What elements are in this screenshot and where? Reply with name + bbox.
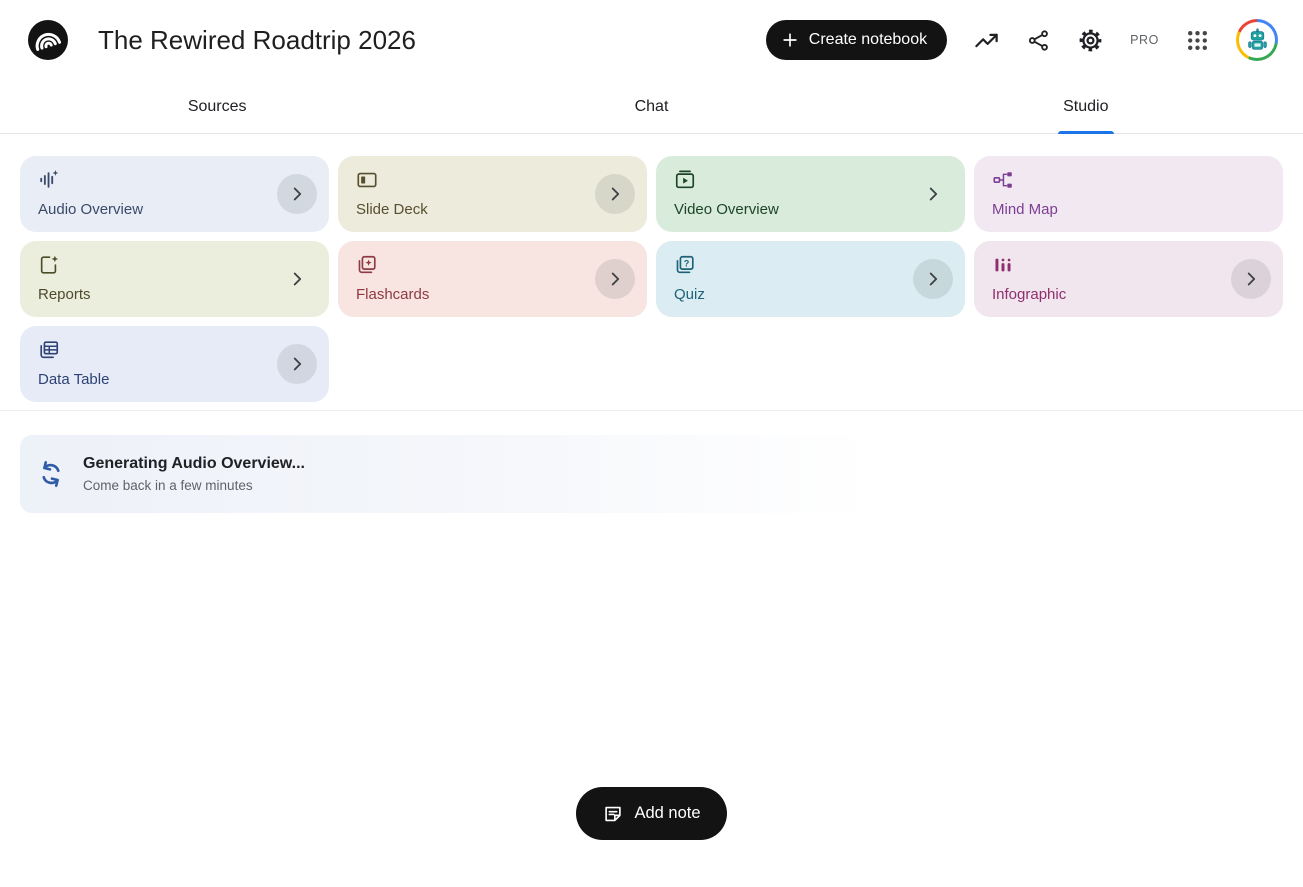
generation-status-subtitle: Come back in a few minutes bbox=[83, 478, 253, 493]
share-icon[interactable] bbox=[1026, 28, 1051, 53]
chevron-right-icon[interactable] bbox=[913, 259, 953, 299]
studio-tool-card-data-table[interactable]: Data Table bbox=[20, 326, 329, 402]
pro-badge: PRO bbox=[1130, 33, 1159, 47]
studio-tool-card-quiz[interactable]: ? Quiz bbox=[656, 241, 965, 317]
user-avatar[interactable] bbox=[1236, 19, 1278, 61]
studio-tool-card-audio-overview[interactable]: Audio Overview bbox=[20, 156, 329, 232]
gear-icon[interactable] bbox=[1077, 27, 1104, 54]
chevron-right-icon[interactable] bbox=[277, 174, 317, 214]
note-icon bbox=[602, 803, 624, 825]
robot-avatar-image bbox=[1239, 22, 1275, 58]
tab-bar: Sources Chat Studio bbox=[0, 80, 1303, 134]
plus-icon bbox=[780, 30, 800, 50]
sync-icon bbox=[36, 459, 66, 489]
data-table-icon bbox=[38, 339, 60, 361]
chevron-right-icon[interactable] bbox=[913, 174, 953, 214]
studio-panel: Audio Overview Slide Deck Video Overview… bbox=[0, 156, 1303, 513]
footer: Add note bbox=[0, 787, 1303, 840]
chevron-right-icon[interactable] bbox=[277, 344, 317, 384]
flashcards-icon bbox=[356, 254, 378, 276]
studio-tool-card-video-overview[interactable]: Video Overview bbox=[656, 156, 965, 232]
add-note-button[interactable]: Add note bbox=[576, 787, 727, 840]
app-header: The Rewired Roadtrip 2026 Create noteboo… bbox=[0, 0, 1303, 80]
studio-tool-card-reports[interactable]: Reports bbox=[20, 241, 329, 317]
active-tab-underline bbox=[1057, 131, 1114, 134]
quiz-icon: ? bbox=[674, 254, 696, 276]
tab-sources[interactable]: Sources bbox=[187, 97, 247, 115]
mind-map-icon bbox=[992, 169, 1014, 191]
chevron-right-icon[interactable] bbox=[1231, 259, 1271, 299]
chevron-right-icon[interactable] bbox=[595, 259, 635, 299]
notebooklm-logo[interactable] bbox=[28, 20, 68, 60]
create-notebook-button[interactable]: Create notebook bbox=[765, 20, 948, 60]
svg-text:?: ? bbox=[684, 258, 690, 268]
studio-tool-grid: Audio Overview Slide Deck Video Overview… bbox=[20, 156, 1283, 402]
generation-status-title: Generating Audio Overview... bbox=[83, 455, 305, 472]
studio-tool-card-infographic[interactable]: Infographic bbox=[974, 241, 1283, 317]
tab-studio[interactable]: Studio bbox=[869, 80, 1303, 134]
notebook-title[interactable]: The Rewired Roadtrip 2026 bbox=[98, 24, 416, 55]
video-overview-icon bbox=[674, 169, 696, 191]
audio-overview-icon bbox=[38, 169, 60, 191]
chevron-right-icon[interactable] bbox=[595, 174, 635, 214]
reports-icon bbox=[38, 254, 60, 276]
google-apps-grid-icon[interactable] bbox=[1185, 28, 1210, 53]
add-note-label: Add note bbox=[634, 804, 701, 822]
chevron-right-icon[interactable] bbox=[277, 259, 317, 299]
slide-deck-icon bbox=[356, 169, 378, 191]
create-notebook-label: Create notebook bbox=[808, 31, 928, 48]
studio-tool-card-slide-deck[interactable]: Slide Deck bbox=[338, 156, 647, 232]
header-actions: Create notebook PRO bbox=[765, 19, 1278, 61]
generation-status-panel[interactable]: Generating Audio Overview... Come back i… bbox=[20, 435, 873, 513]
trending-up-icon[interactable] bbox=[973, 27, 1000, 54]
studio-tool-card-flashcards[interactable]: Flashcards bbox=[338, 241, 647, 317]
tab-chat[interactable]: Chat bbox=[634, 97, 669, 115]
studio-tool-card-mind-map[interactable]: Mind Map bbox=[974, 156, 1283, 232]
section-divider bbox=[0, 410, 1303, 411]
infographic-icon bbox=[992, 254, 1014, 276]
generation-status-text: Generating Audio Overview... Come back i… bbox=[83, 455, 305, 493]
